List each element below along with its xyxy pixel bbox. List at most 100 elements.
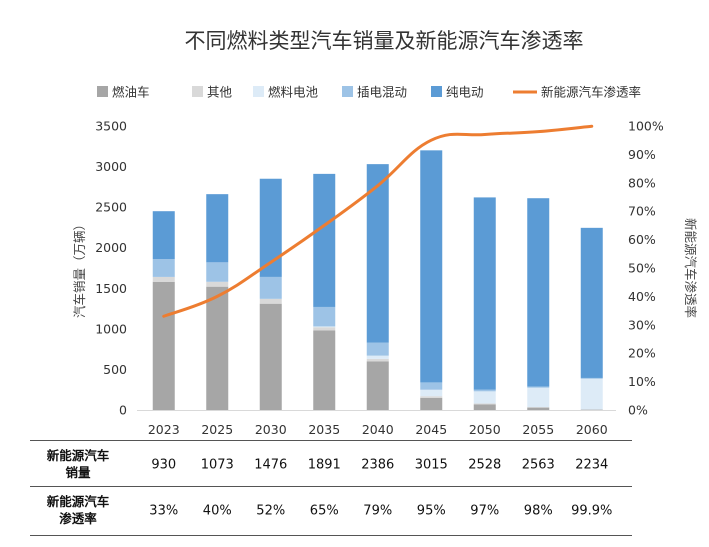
x-tick-label: 2060 bbox=[576, 422, 608, 437]
legend-swatch bbox=[431, 86, 442, 97]
bar-segment bbox=[366, 358, 389, 362]
y-axis-title: 汽车销量（万辆） bbox=[72, 218, 87, 318]
y2-tick-label: 100% bbox=[628, 119, 664, 134]
bar-segment bbox=[152, 211, 175, 260]
legend-label: 燃油车 bbox=[112, 85, 150, 100]
bar-segment bbox=[313, 326, 336, 328]
x-tick-labels: 2023 2025 2030 2035 2040 2045 2050 2055 2060 bbox=[148, 422, 608, 437]
bar-segment bbox=[473, 391, 496, 404]
y2-tick-label: 20% bbox=[628, 346, 656, 361]
table-cell: 2386 bbox=[361, 458, 394, 473]
y-tick-label: 2500 bbox=[95, 200, 127, 215]
y2-tick-label: 10% bbox=[628, 374, 656, 389]
bar-segment bbox=[527, 407, 550, 410]
bar-segment bbox=[259, 298, 282, 304]
bar-segment bbox=[366, 164, 389, 343]
legend-label: 燃料电池 bbox=[268, 85, 319, 100]
table-cell: 1073 bbox=[201, 458, 234, 473]
bar-segment bbox=[206, 286, 229, 410]
table-row-header: 销量 bbox=[65, 465, 91, 480]
table-cell: 930 bbox=[151, 458, 176, 473]
legend-swatch bbox=[192, 86, 203, 97]
table-row-header: 新能源汽车 bbox=[47, 448, 110, 463]
legend-label: 纯电动 bbox=[446, 85, 484, 100]
legend-label: 其他 bbox=[207, 85, 233, 100]
y-tick-label: 3500 bbox=[95, 119, 127, 134]
y2-tick-label: 50% bbox=[628, 261, 656, 276]
table-cell: 2234 bbox=[575, 458, 608, 473]
bar-segment bbox=[152, 276, 175, 282]
table-cell: 40% bbox=[203, 504, 232, 519]
table-cell: 99.9% bbox=[571, 504, 612, 519]
y-tick-label: 500 bbox=[103, 362, 127, 377]
bars bbox=[152, 150, 603, 410]
bar-segment bbox=[420, 150, 443, 383]
bar-segment bbox=[527, 198, 550, 387]
bar-segment bbox=[420, 382, 443, 390]
y-axis-right: 0% 10% 20% 30% 40% 50% 60% 70% 80% 90% 100% bbox=[628, 119, 664, 418]
table-cell: 98% bbox=[524, 504, 553, 519]
bar-segment bbox=[152, 281, 175, 410]
legend-label: 插电混动 bbox=[357, 85, 407, 100]
y2-tick-label: 70% bbox=[628, 204, 656, 219]
table-cell: 65% bbox=[310, 504, 339, 519]
y-tick-label: 0 bbox=[119, 403, 127, 418]
table-cell: 3015 bbox=[415, 458, 448, 473]
bar-segment bbox=[313, 327, 336, 331]
bar-segment bbox=[473, 404, 496, 410]
table-cell: 1476 bbox=[254, 458, 287, 473]
bar-segment bbox=[366, 361, 389, 410]
y2-tick-label: 60% bbox=[628, 232, 656, 247]
x-tick-label: 2030 bbox=[255, 422, 287, 437]
legend-swatch bbox=[97, 86, 108, 97]
x-tick-label: 2025 bbox=[201, 422, 233, 437]
table-cell: 79% bbox=[363, 504, 392, 519]
table-cell: 95% bbox=[417, 504, 446, 519]
table-cell: 2563 bbox=[522, 458, 555, 473]
table-cell: 52% bbox=[256, 504, 285, 519]
bar-segment bbox=[313, 330, 336, 410]
bar-segment bbox=[366, 355, 389, 359]
bar-segment bbox=[206, 281, 229, 287]
bar-segment bbox=[580, 377, 603, 379]
y-tick-label: 3000 bbox=[95, 159, 127, 174]
penetration-line bbox=[162, 124, 594, 318]
chart-title: 不同燃料类型汽车销量及新能源汽车渗透率 bbox=[185, 29, 584, 53]
legend-swatch bbox=[253, 86, 264, 97]
table-cell: 1891 bbox=[308, 458, 341, 473]
bar-segment bbox=[473, 197, 496, 390]
bar-segment bbox=[259, 178, 282, 277]
table-row-header: 渗透率 bbox=[59, 511, 97, 526]
bar-segment bbox=[420, 389, 443, 397]
bar-segment bbox=[580, 227, 603, 378]
bar-segment bbox=[313, 173, 336, 307]
table-cell: 2528 bbox=[468, 458, 501, 473]
table-cell: 97% bbox=[470, 504, 499, 519]
y2-tick-label: 80% bbox=[628, 175, 656, 190]
x-tick-label: 2040 bbox=[362, 422, 394, 437]
legend-swatch bbox=[342, 86, 353, 97]
y2-axis-title: 新能源汽车渗透率 bbox=[683, 218, 698, 318]
y-tick-label: 1500 bbox=[95, 281, 127, 296]
y-tick-label: 2000 bbox=[95, 240, 127, 255]
bar-segment bbox=[527, 386, 550, 388]
y2-tick-label: 30% bbox=[628, 317, 656, 332]
bar-segment bbox=[473, 403, 496, 405]
bar-segment bbox=[366, 342, 389, 356]
x-tick-label: 2035 bbox=[308, 422, 340, 437]
y2-tick-label: 90% bbox=[628, 147, 656, 162]
penetration-line-layer bbox=[162, 124, 594, 318]
bar-segment bbox=[206, 262, 229, 282]
bar-segment bbox=[527, 387, 550, 408]
bar-segment bbox=[152, 259, 175, 277]
x-tick-label: 2045 bbox=[415, 422, 447, 437]
y-tick-label: 1000 bbox=[95, 321, 127, 336]
bar-segment bbox=[206, 194, 229, 263]
bar-segment bbox=[259, 276, 282, 299]
y-axis-left: 0 500 1000 1500 2000 2500 3000 3500 bbox=[95, 119, 127, 418]
y2-tick-label: 40% bbox=[628, 289, 656, 304]
x-tick-label: 2055 bbox=[522, 422, 554, 437]
legend: 燃油车 其他 燃料电池 插电混动 纯电动 新能源汽车渗透率 bbox=[97, 85, 641, 100]
